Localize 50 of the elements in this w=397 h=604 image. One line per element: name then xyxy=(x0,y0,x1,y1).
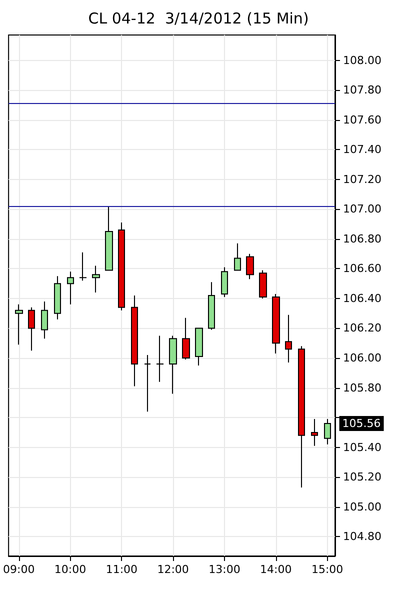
candlestick xyxy=(272,294,280,354)
candlestick xyxy=(221,266,228,298)
y-tick-label: 106.00 xyxy=(343,352,382,365)
x-tick-label: 11:00 xyxy=(106,563,138,576)
candlestick xyxy=(131,295,138,387)
y-tick-label: 106.80 xyxy=(343,232,382,246)
candlestick xyxy=(285,314,292,363)
y-tick-label: 107.60 xyxy=(343,113,382,126)
y-tick-label: 105.00 xyxy=(343,500,382,514)
candlestick xyxy=(15,304,23,346)
y-tick-label: 107.40 xyxy=(343,143,382,156)
candlestick xyxy=(118,222,125,311)
candlestick xyxy=(105,206,113,271)
candlestick xyxy=(28,306,35,352)
candlestick xyxy=(311,418,318,446)
y-tick-label: 106.20 xyxy=(343,322,382,335)
y-tick-label: 108.00 xyxy=(343,54,382,67)
candlestick xyxy=(208,282,215,330)
y-tick-label: 107.80 xyxy=(343,84,382,97)
candlestick xyxy=(54,276,61,320)
candlestick xyxy=(156,335,164,382)
y-tick-label: 106.60 xyxy=(343,262,382,276)
candlestick xyxy=(67,271,74,305)
y-tick-label: 105.80 xyxy=(343,381,382,394)
y-tick-label: 107.20 xyxy=(343,172,382,186)
candlestick xyxy=(246,253,254,280)
y-tick-label: 106.40 xyxy=(343,292,382,305)
x-tick-label: 10:00 xyxy=(54,563,86,576)
annotation: 105.56 xyxy=(342,417,381,430)
candlestick xyxy=(259,270,267,299)
candlestick xyxy=(324,418,331,445)
x-tick-label: 12:00 xyxy=(157,563,189,576)
x-tick-label: 14:00 xyxy=(260,563,292,576)
candlestick xyxy=(182,317,190,360)
x-tick-label: 15:00 xyxy=(311,563,344,576)
candlestick xyxy=(41,300,48,340)
candlestick xyxy=(298,346,305,488)
chart-title: CL 04-12 3/14/2012 (15 Min) xyxy=(88,10,309,28)
candlestick xyxy=(169,335,177,394)
x-tick-label: 13:00 xyxy=(208,563,240,576)
x-tick-label: 09:00 xyxy=(3,563,35,576)
y-tick-label: 105.40 xyxy=(343,440,382,454)
candlestick xyxy=(195,328,203,366)
candlestick xyxy=(144,354,151,412)
candlestick xyxy=(92,265,100,294)
y-tick-label: 104.80 xyxy=(343,530,382,544)
candlestick xyxy=(234,242,241,271)
candlestick xyxy=(79,252,87,282)
y-tick-label: 107.00 xyxy=(343,202,382,216)
y-tick-label: 105.20 xyxy=(343,470,382,484)
